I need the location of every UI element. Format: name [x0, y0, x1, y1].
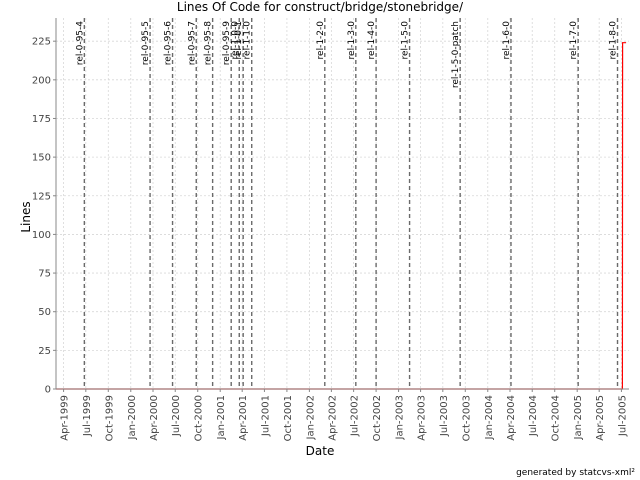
- y-tick-label: 50: [38, 307, 51, 318]
- x-tick-label: Apr-1999: [60, 395, 71, 441]
- x-tick-label: Oct-2004: [551, 395, 562, 441]
- release-marker-label: rel-0-95-5: [141, 21, 151, 65]
- x-tick-label: Jul-2001: [260, 395, 271, 437]
- x-tick-label: Oct-2002: [372, 395, 383, 441]
- y-tick-label: 25: [38, 346, 51, 357]
- x-tick-label: Jan-2003: [395, 395, 406, 440]
- x-tick-label: Jan-2000: [127, 395, 138, 440]
- x-axis-label: Date: [305, 444, 335, 458]
- release-marker-label: rel-0-95-7: [187, 21, 197, 65]
- x-tick-label: Jul-2000: [171, 395, 182, 437]
- y-tick-label: 175: [32, 114, 51, 125]
- x-tick-label: Apr-2005: [595, 395, 606, 441]
- plot-area: [56, 18, 629, 389]
- release-marker-label: rel-1-0-0: [230, 21, 240, 60]
- release-marker-label: rel-1-5-0-patch: [451, 21, 461, 88]
- y-tick-label: 150: [32, 153, 51, 164]
- x-tick-label: Apr-2002: [327, 395, 338, 441]
- y-tick-label: 225: [32, 37, 51, 48]
- x-tick-label: Oct-2000: [194, 395, 205, 441]
- x-tick-label: Jan-2005: [573, 395, 584, 440]
- release-marker-label: rel-0-95-9: [222, 21, 232, 65]
- release-marker-label: rel-0-95-8: [204, 21, 214, 65]
- x-tick-label: Jan-2001: [216, 395, 227, 440]
- y-tick-label: 125: [32, 191, 51, 202]
- release-marker-label: rel-1-0-1: [234, 21, 244, 59]
- y-tick-label: 0: [45, 385, 51, 396]
- release-marker-label: rel-1-1-0: [243, 21, 253, 60]
- release-marker-label: rel-1-2-0: [316, 21, 326, 60]
- release-marker-label: rel-1-4-0: [367, 21, 377, 60]
- release-marker-label: rel-1-7-0: [569, 21, 579, 60]
- x-tick-label: Oct-2001: [283, 395, 294, 441]
- release-marker-label: rel-1-5-0: [401, 21, 411, 60]
- chart-title: Lines Of Code for construct/bridge/stone…: [176, 0, 464, 14]
- x-tick-label: Apr-2003: [417, 395, 428, 441]
- x-tick-label: Jan-2004: [484, 395, 495, 440]
- x-tick-label: Jul-2005: [617, 395, 628, 437]
- x-tick-label: Jan-2002: [305, 395, 316, 440]
- x-tick-label: Jul-1999: [82, 395, 93, 437]
- x-tick-label: Jul-2002: [350, 395, 361, 437]
- x-tick-label: Apr-2001: [238, 395, 249, 441]
- release-marker-label: rel-1-6-0: [502, 21, 512, 60]
- release-marker-label: rel-1-3-0: [347, 21, 357, 60]
- x-tick-label: Apr-2004: [506, 395, 517, 441]
- y-tick-label: 200: [32, 75, 51, 86]
- x-tick-label: Apr-2000: [149, 395, 160, 441]
- release-marker-label: rel-0-95-6: [164, 21, 174, 65]
- x-tick-label: Jul-2003: [439, 395, 450, 437]
- x-tick-label: Oct-1999: [104, 395, 115, 441]
- generator-footer: generated by statcvs-xml²: [516, 468, 635, 478]
- release-marker-label: rel-0-95-4: [75, 21, 85, 65]
- y-tick-label: 75: [38, 269, 51, 280]
- y-tick-label: 100: [32, 230, 51, 241]
- x-tick-label: Oct-2003: [461, 395, 472, 441]
- release-marker-label: rel-1-8-0: [609, 21, 619, 60]
- x-tick-label: Jul-2004: [528, 395, 539, 437]
